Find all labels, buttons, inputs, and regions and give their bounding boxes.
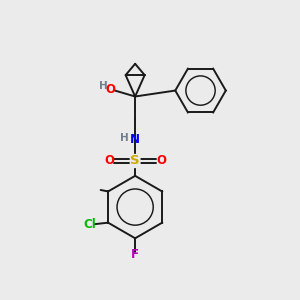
Text: Cl: Cl bbox=[83, 218, 96, 231]
Text: F: F bbox=[131, 248, 139, 261]
Text: N: N bbox=[130, 133, 140, 146]
Text: H: H bbox=[99, 80, 107, 91]
Text: H: H bbox=[120, 133, 129, 142]
Text: O: O bbox=[156, 154, 166, 167]
Text: O: O bbox=[106, 82, 116, 96]
Text: S: S bbox=[130, 154, 140, 167]
Text: O: O bbox=[104, 154, 114, 167]
